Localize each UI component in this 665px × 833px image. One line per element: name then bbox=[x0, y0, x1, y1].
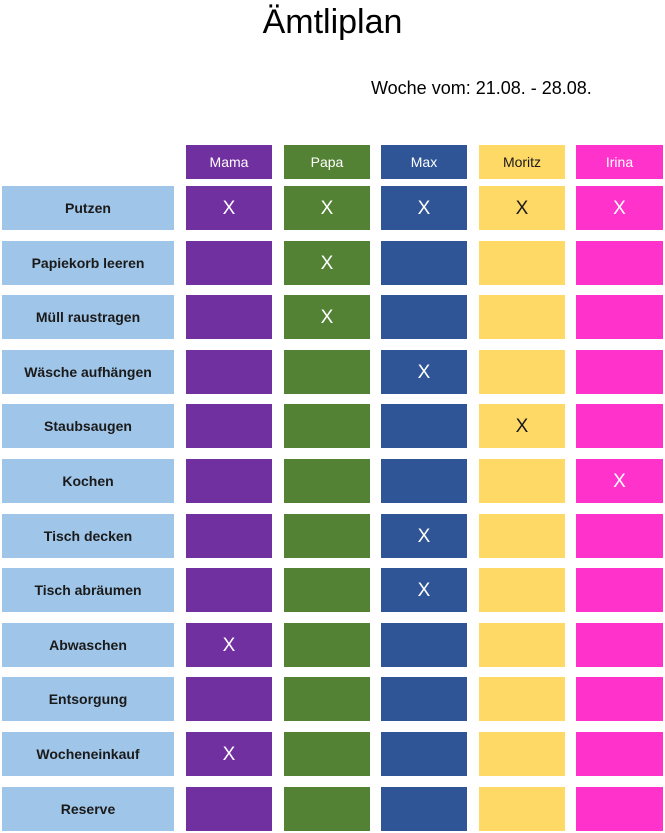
assignment-cell-entsorgung-mama bbox=[186, 677, 272, 721]
assignment-cell-putzen-irina: X bbox=[576, 186, 663, 230]
assignment-cell-muell-raustragen-max bbox=[381, 295, 467, 339]
assignment-cell-staubsaugen-max bbox=[381, 404, 467, 448]
assignment-cell-waesche-aufhaengen-max: X bbox=[381, 350, 467, 394]
assignment-mark: X bbox=[222, 634, 236, 656]
assignment-cell-wocheneinkauf-moritz bbox=[479, 732, 565, 776]
assignment-cell-wocheneinkauf-max bbox=[381, 732, 467, 776]
assignment-cell-abwaschen-mama: X bbox=[186, 623, 272, 667]
assignment-mark: X bbox=[417, 361, 431, 383]
assignment-cell-waesche-aufhaengen-papa bbox=[284, 350, 370, 394]
assignment-cell-reserve-mama bbox=[186, 787, 272, 831]
chore-label-tisch-decken: Tisch decken bbox=[2, 514, 174, 558]
assignment-cell-papiekorb-leeren-irina bbox=[576, 241, 663, 285]
assignment-mark: X bbox=[515, 415, 529, 437]
page-title: Ämtliplan bbox=[262, 3, 403, 41]
chore-label-papiekorb-leeren: Papiekorb leeren bbox=[2, 241, 174, 285]
assignment-cell-tisch-decken-irina bbox=[576, 514, 663, 558]
assignment-mark: X bbox=[222, 743, 236, 765]
assignment-cell-waesche-aufhaengen-irina bbox=[576, 350, 663, 394]
person-header-mama: Mama bbox=[186, 145, 272, 179]
assignment-cell-kochen-max bbox=[381, 459, 467, 503]
assignment-mark: X bbox=[613, 197, 626, 219]
chore-label-tisch-abraeumen: Tisch abräumen bbox=[2, 568, 174, 612]
chore-label-putzen: Putzen bbox=[2, 186, 174, 230]
assignment-cell-staubsaugen-mama bbox=[186, 404, 272, 448]
assignment-cell-reserve-irina bbox=[576, 787, 663, 831]
assignment-cell-muell-raustragen-mama bbox=[186, 295, 272, 339]
assignment-cell-tisch-decken-max: X bbox=[381, 514, 467, 558]
assignment-cell-staubsaugen-moritz: X bbox=[479, 404, 565, 448]
person-header-papa: Papa bbox=[284, 145, 370, 179]
assignment-cell-abwaschen-irina bbox=[576, 623, 663, 667]
assignment-cell-tisch-abraeumen-papa bbox=[284, 568, 370, 612]
assignment-cell-putzen-mama: X bbox=[186, 186, 272, 230]
assignment-cell-tisch-decken-papa bbox=[284, 514, 370, 558]
assignment-cell-tisch-decken-mama bbox=[186, 514, 272, 558]
assignment-cell-kochen-moritz bbox=[479, 459, 565, 503]
assignment-cell-tisch-abraeumen-max: X bbox=[381, 568, 467, 612]
chore-label-entsorgung: Entsorgung bbox=[2, 677, 174, 721]
assignment-mark: X bbox=[613, 470, 626, 492]
assignment-cell-putzen-max: X bbox=[381, 186, 467, 230]
assignment-mark: X bbox=[320, 252, 334, 274]
chore-label-reserve: Reserve bbox=[2, 787, 174, 831]
assignment-mark: X bbox=[222, 197, 236, 219]
assignment-cell-tisch-abraeumen-mama bbox=[186, 568, 272, 612]
assignment-cell-entsorgung-papa bbox=[284, 677, 370, 721]
person-header-irina: Irina bbox=[576, 145, 663, 179]
assignment-cell-putzen-moritz: X bbox=[479, 186, 565, 230]
chore-label-kochen: Kochen bbox=[2, 459, 174, 503]
assignment-cell-abwaschen-moritz bbox=[479, 623, 565, 667]
chore-label-abwaschen: Abwaschen bbox=[2, 623, 174, 667]
chore-label-waesche-aufhaengen: Wäsche aufhängen bbox=[2, 350, 174, 394]
assignment-cell-entsorgung-max bbox=[381, 677, 467, 721]
assignment-cell-wocheneinkauf-mama: X bbox=[186, 732, 272, 776]
chore-label-wocheneinkauf: Wocheneinkauf bbox=[2, 732, 174, 776]
assignment-cell-reserve-moritz bbox=[479, 787, 565, 831]
assignment-cell-papiekorb-leeren-moritz bbox=[479, 241, 565, 285]
chore-label-staubsaugen: Staubsaugen bbox=[2, 404, 174, 448]
assignment-cell-abwaschen-papa bbox=[284, 623, 370, 667]
assignment-cell-papiekorb-leeren-papa: X bbox=[284, 241, 370, 285]
assignment-cell-kochen-irina: X bbox=[576, 459, 663, 503]
assignment-cell-kochen-mama bbox=[186, 459, 272, 503]
assignment-cell-abwaschen-max bbox=[381, 623, 467, 667]
assignment-cell-reserve-papa bbox=[284, 787, 370, 831]
assignment-cell-staubsaugen-irina bbox=[576, 404, 663, 448]
assignment-cell-muell-raustragen-papa: X bbox=[284, 295, 370, 339]
assignment-cell-tisch-decken-moritz bbox=[479, 514, 565, 558]
assignment-cell-wocheneinkauf-papa bbox=[284, 732, 370, 776]
assignment-cell-entsorgung-moritz bbox=[479, 677, 565, 721]
assignment-cell-waesche-aufhaengen-mama bbox=[186, 350, 272, 394]
assignment-mark: X bbox=[320, 306, 334, 328]
assignment-cell-entsorgung-irina bbox=[576, 677, 663, 721]
assignment-cell-papiekorb-leeren-max bbox=[381, 241, 467, 285]
assignment-cell-muell-raustragen-moritz bbox=[479, 295, 565, 339]
person-header-max: Max bbox=[381, 145, 467, 179]
assignment-cell-muell-raustragen-irina bbox=[576, 295, 663, 339]
assignment-cell-waesche-aufhaengen-moritz bbox=[479, 350, 565, 394]
week-label: Woche vom: 21.08. - 28.08. bbox=[371, 78, 592, 98]
person-header-moritz: Moritz bbox=[479, 145, 565, 179]
assignment-cell-tisch-abraeumen-irina bbox=[576, 568, 663, 612]
assignment-mark: X bbox=[417, 525, 431, 547]
assignment-mark: X bbox=[417, 197, 431, 219]
assignment-cell-putzen-papa: X bbox=[284, 186, 370, 230]
assignment-mark: X bbox=[417, 579, 431, 601]
assignment-cell-tisch-abraeumen-moritz bbox=[479, 568, 565, 612]
assignment-cell-kochen-papa bbox=[284, 459, 370, 503]
assignment-cell-papiekorb-leeren-mama bbox=[186, 241, 272, 285]
chore-label-muell-raustragen: Müll raustragen bbox=[2, 295, 174, 339]
assignment-mark: X bbox=[320, 197, 334, 219]
assignment-cell-staubsaugen-papa bbox=[284, 404, 370, 448]
assignment-cell-reserve-max bbox=[381, 787, 467, 831]
assignment-mark: X bbox=[515, 197, 529, 219]
assignment-cell-wocheneinkauf-irina bbox=[576, 732, 663, 776]
